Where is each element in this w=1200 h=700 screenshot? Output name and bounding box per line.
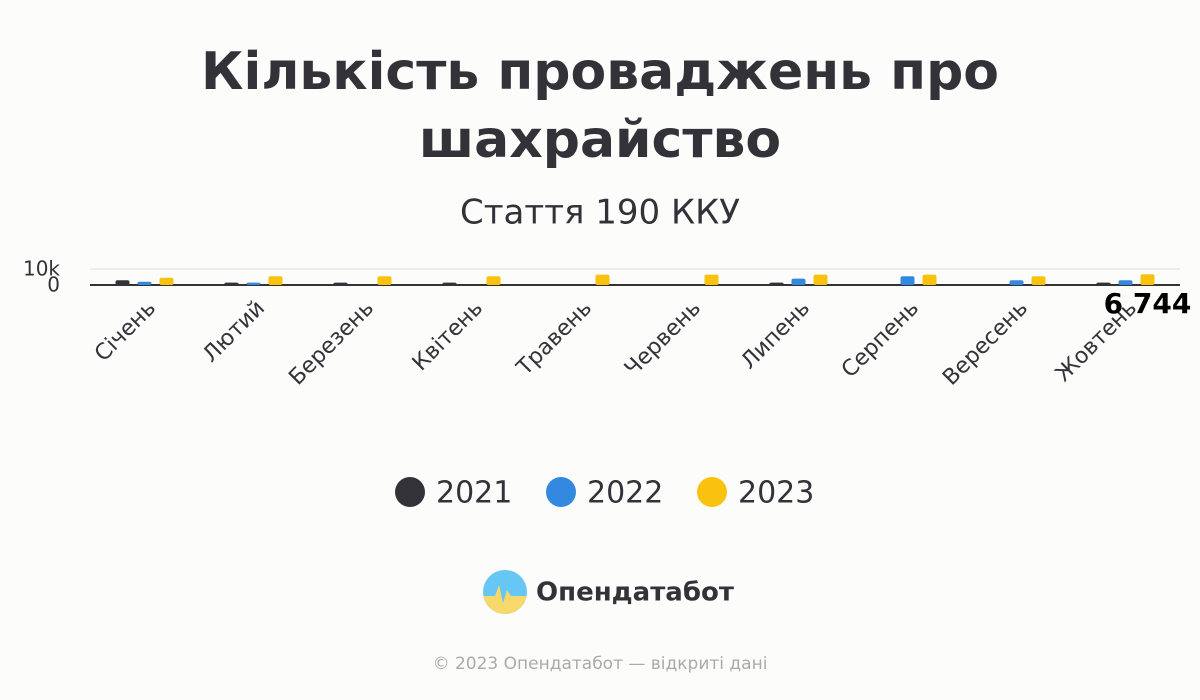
bar [246, 282, 261, 285]
legend-marker [546, 477, 576, 507]
bar [137, 281, 152, 285]
bar [159, 277, 174, 285]
logo-icon [483, 570, 527, 614]
bar [1031, 276, 1046, 285]
x-tick-label: Вересень [938, 296, 1033, 391]
brand-name: Опендатабот [536, 578, 734, 608]
bar [769, 282, 784, 285]
bar [115, 280, 130, 285]
bar [1009, 280, 1024, 285]
legend-marker [395, 477, 425, 507]
chart-title: Кількість проваджень про шахрайство [200, 42, 1000, 170]
y-tick-label: 0 [47, 273, 60, 297]
footer: © 2023 Опендатабот — відкриті дані [433, 654, 768, 674]
x-tick-label: Січень [90, 296, 161, 367]
bar [486, 276, 501, 285]
bar [1118, 280, 1133, 285]
bar [224, 282, 239, 285]
bar [813, 274, 828, 285]
x-tick-label: Квітень [408, 296, 488, 376]
bar [900, 276, 915, 285]
bar [442, 282, 457, 285]
x-tick-label: Серпень [837, 296, 924, 383]
legend-marker [697, 477, 727, 507]
y-tick-label: 10k [23, 257, 60, 281]
x-tick-label: Лютий [198, 296, 270, 368]
bar [268, 276, 283, 285]
bar [595, 274, 610, 285]
bar [791, 278, 806, 285]
bar [1096, 282, 1111, 285]
x-tick-label: Травень [512, 296, 597, 381]
bar [377, 276, 392, 285]
legend-label: 2021 [436, 476, 512, 511]
bar [333, 282, 348, 285]
x-tick-label: Червень [620, 296, 706, 382]
bar [1140, 274, 1155, 285]
chart-subtitle: Стаття 190 ККУ [460, 193, 740, 233]
bar [704, 274, 719, 285]
value-label: 6 744 [1104, 287, 1192, 320]
x-tick-label: Березень [284, 296, 379, 391]
x-tick-label: Липень [736, 296, 815, 375]
legend-label: 2022 [587, 476, 663, 511]
legend-label: 2023 [738, 476, 814, 511]
bar [922, 274, 937, 285]
